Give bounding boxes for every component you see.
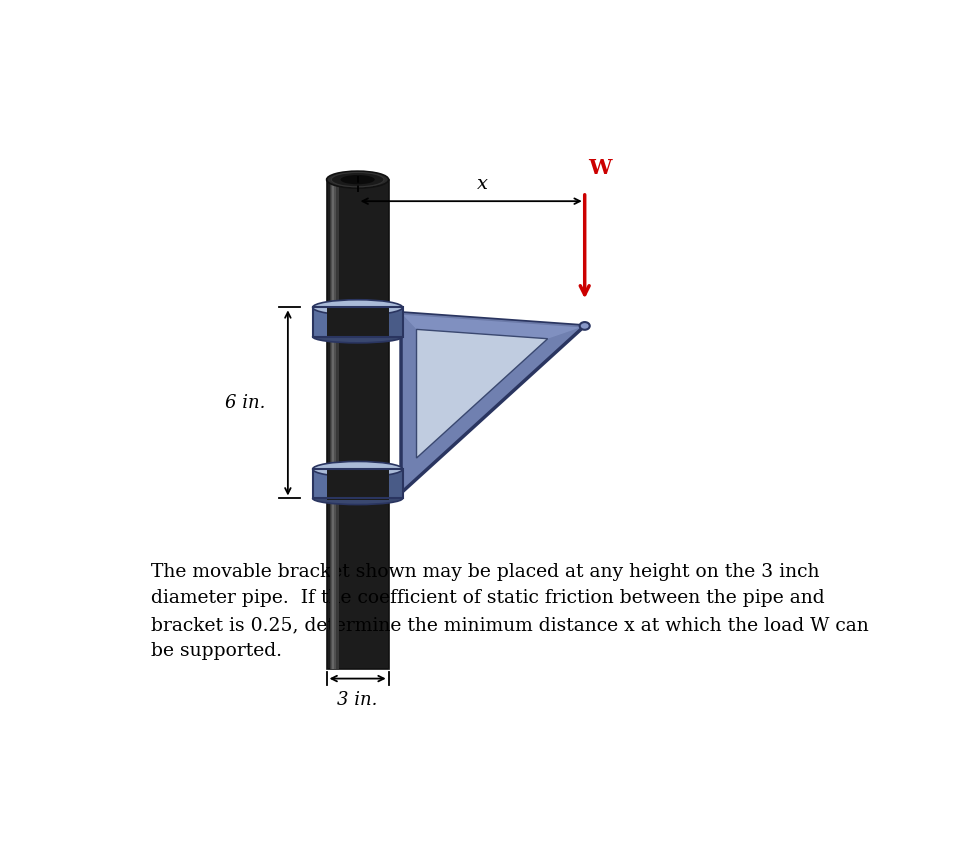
- Bar: [380, 469, 402, 498]
- Ellipse shape: [340, 175, 374, 184]
- Bar: [331, 180, 334, 668]
- Polygon shape: [416, 329, 547, 458]
- Polygon shape: [400, 312, 584, 493]
- Ellipse shape: [312, 331, 402, 343]
- Text: x: x: [477, 175, 487, 194]
- Bar: [312, 469, 402, 498]
- Ellipse shape: [312, 462, 402, 477]
- Bar: [380, 307, 402, 337]
- Ellipse shape: [312, 299, 402, 315]
- Ellipse shape: [331, 173, 384, 187]
- Ellipse shape: [327, 171, 389, 188]
- Ellipse shape: [579, 322, 589, 330]
- Bar: [329, 180, 339, 668]
- Text: The movable bracket shown may be placed at any height on the 3 inch
diameter pip: The movable bracket shown may be placed …: [150, 563, 867, 661]
- Bar: [312, 469, 402, 498]
- Text: W: W: [588, 158, 611, 178]
- Bar: [312, 307, 402, 337]
- Bar: [331, 180, 335, 668]
- Polygon shape: [400, 312, 584, 339]
- Bar: [327, 306, 389, 339]
- Bar: [312, 307, 402, 337]
- Bar: [327, 180, 389, 668]
- Ellipse shape: [312, 492, 402, 504]
- Text: 3 in.: 3 in.: [337, 691, 377, 709]
- Text: 6 in.: 6 in.: [225, 394, 266, 412]
- Bar: [327, 468, 389, 500]
